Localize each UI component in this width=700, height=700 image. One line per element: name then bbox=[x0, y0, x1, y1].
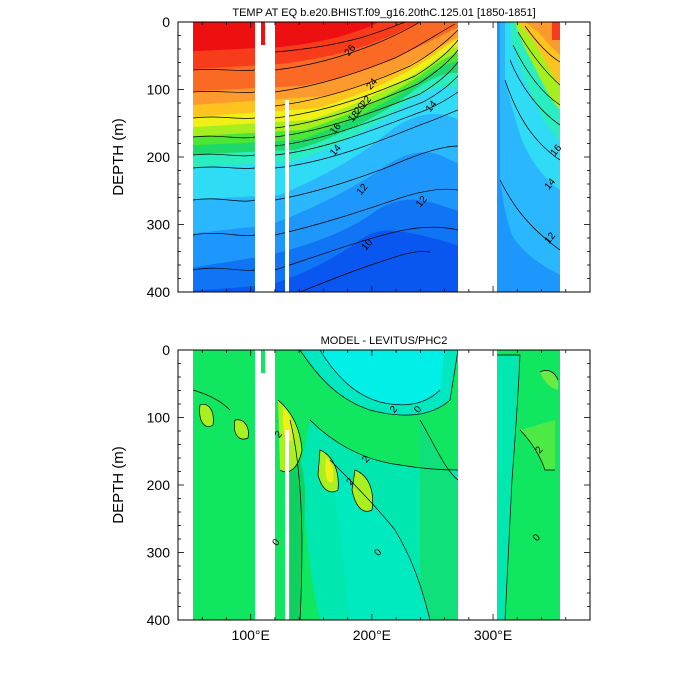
bottom-contour-label: 0 bbox=[372, 547, 384, 559]
bottom-difference-field bbox=[178, 350, 590, 620]
top-y-tick-label: 300 bbox=[147, 217, 171, 233]
bottom-x-tick-label: 200°E bbox=[353, 627, 391, 643]
bottom-contour-label: 0 bbox=[412, 404, 424, 416]
bottom-panel bbox=[178, 350, 590, 620]
bottom-contour-label: 2 bbox=[344, 476, 356, 488]
top-temperature-field bbox=[178, 22, 590, 292]
bottom-contour-label: 2 bbox=[360, 454, 372, 466]
top-y-tick-label: 0 bbox=[162, 14, 170, 30]
bottom-y-axis-label: DEPTH (m) bbox=[110, 446, 127, 524]
top-panel bbox=[178, 22, 590, 292]
bottom-chart-title: MODEL - LEVITUS/PHC2 bbox=[321, 335, 448, 347]
bottom-x-tick-label: 300°E bbox=[474, 627, 512, 643]
bottom-y-tick-label: 0 bbox=[162, 342, 170, 358]
top-y-tick-label: 200 bbox=[147, 149, 171, 165]
bottom-y-tick-label: 200 bbox=[147, 477, 171, 493]
top-y-tick-label: 400 bbox=[147, 284, 171, 300]
bottom-contour-label: 2 bbox=[388, 404, 400, 416]
top-y-axis-label: DEPTH (m) bbox=[110, 118, 127, 196]
bottom-x-tick-label: 100°E bbox=[232, 627, 270, 643]
bottom-y-tick-label: 100 bbox=[147, 410, 171, 426]
bottom-contour-label: 2 bbox=[273, 429, 285, 441]
bottom-contour-label: 2 bbox=[533, 444, 545, 456]
top-chart-title: TEMP AT EQ b.e20.BHIST.f09_g16.20thC.125… bbox=[232, 7, 535, 19]
bottom-y-tick-label: 400 bbox=[147, 612, 171, 628]
bottom-y-tick-label: 300 bbox=[147, 545, 171, 561]
bottom-contour-label: 0 bbox=[531, 532, 543, 544]
bottom-contour-label: 0 bbox=[271, 537, 283, 549]
top-y-tick-label: 100 bbox=[147, 82, 171, 98]
